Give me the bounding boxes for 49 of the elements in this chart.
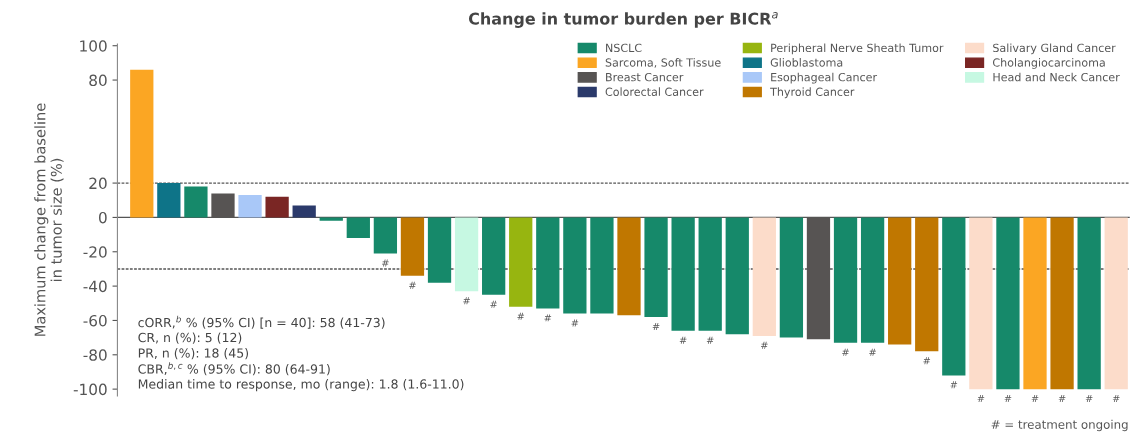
y-tick-label: -40	[83, 280, 107, 293]
y-tick-label: 100	[80, 40, 107, 52]
data-label: #	[706, 336, 714, 344]
legend-label: NSCLC	[606, 43, 642, 53]
y-tick-label: -100	[73, 383, 107, 396]
data-label: #	[382, 259, 389, 267]
data-label: #	[1112, 395, 1120, 403]
data-label: #	[652, 322, 660, 330]
legend-label: Colorectal Cancer	[605, 87, 704, 96]
annotation: CBR,$^{b,c}$ % (95% CI): 80 (64-91)	[138, 362, 330, 376]
legend-label: Breast Cancer	[606, 72, 684, 82]
annotation: cORR,$^{b}$ % (95% CI) [n = 40]: 58 (41-73)	[138, 315, 385, 329]
legend-label: Head and Neck Cancer	[993, 72, 1120, 82]
data-label: #	[842, 348, 849, 356]
annotation: Median time to response, mo (range): 1.8 (1.6-11.0)	[138, 379, 464, 392]
y-tick-label: 0	[98, 211, 107, 224]
y-tick-label: 80	[89, 74, 107, 87]
annotation: CR, n (%): 5 (12)	[138, 332, 242, 344]
data-label: #	[409, 281, 416, 289]
y-tick-label: -20	[83, 246, 107, 258]
y-tick-label: 20	[89, 177, 107, 190]
legend-label: Sarcoma, Soft Tissue	[605, 58, 721, 68]
data-label: #	[571, 319, 579, 327]
legend-label: Peripheral Nerve Sheath Tumor	[771, 43, 944, 55]
legend-label: Salivary Gland Cancer	[993, 43, 1116, 55]
data-label: #	[490, 300, 497, 308]
y-tick-label: -80	[83, 349, 107, 361]
data-label: #	[1058, 395, 1066, 403]
chart-title: Change in tumor burden per BICR$^{a}$	[468, 12, 778, 28]
data-label: #	[950, 381, 958, 389]
text: # = treatment ongoing	[991, 419, 1128, 432]
legend-label: Cholangiocarcinoma	[992, 58, 1105, 69]
data-label: #	[1085, 395, 1093, 403]
data-label: #	[679, 336, 687, 344]
y-tick-label: -60	[83, 314, 107, 327]
data-label: #	[869, 348, 876, 356]
legend-label: Esophageal Cancer	[771, 72, 878, 84]
annotation: PR, n (%): 18 (45)	[138, 348, 249, 360]
data-label: #	[977, 395, 985, 403]
data-label: #	[463, 297, 470, 305]
data-label: #	[544, 314, 552, 322]
legend-label: Glioblastoma	[770, 58, 843, 67]
data-label: #	[1031, 395, 1039, 403]
legend-label: Thyroid Cancer	[770, 87, 855, 99]
data-label: #	[1004, 395, 1012, 403]
data-label: #	[517, 312, 525, 320]
data-label: #	[923, 357, 931, 365]
y-axis-title: Maximum change from baseline in tumor size (%)	[34, 103, 64, 336]
data-label: #	[761, 341, 768, 349]
